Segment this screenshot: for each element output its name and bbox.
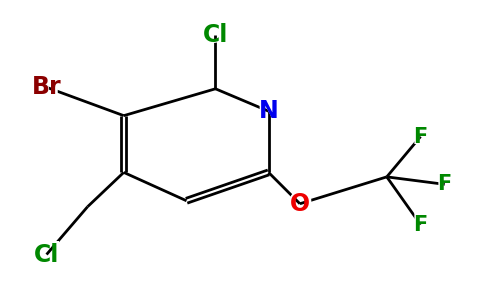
Text: F: F xyxy=(436,171,454,197)
Text: F: F xyxy=(411,212,430,238)
Text: N: N xyxy=(257,97,281,125)
Text: Cl: Cl xyxy=(203,23,228,47)
Text: F: F xyxy=(438,174,452,194)
Text: Cl: Cl xyxy=(200,21,231,49)
Text: F: F xyxy=(413,127,428,147)
Text: F: F xyxy=(413,215,428,235)
Text: O: O xyxy=(287,190,312,218)
Text: Br: Br xyxy=(28,73,65,101)
Text: O: O xyxy=(290,192,310,216)
Text: F: F xyxy=(411,124,430,150)
Text: N: N xyxy=(258,99,278,123)
Text: Cl: Cl xyxy=(34,242,59,266)
Text: Cl: Cl xyxy=(31,241,62,268)
Text: Br: Br xyxy=(32,75,61,99)
